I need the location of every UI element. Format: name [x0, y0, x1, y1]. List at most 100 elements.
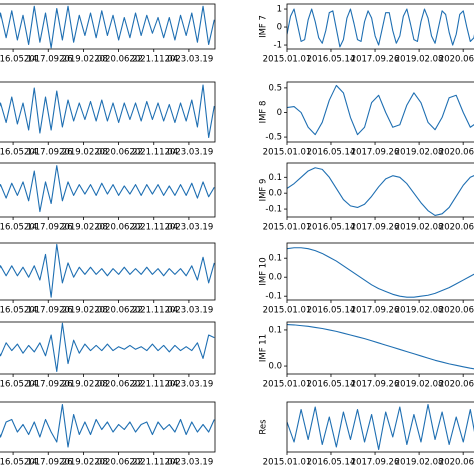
x-tick-label: 2020.06.22	[94, 148, 143, 158]
x-tick-label: 2019.02.08	[395, 306, 444, 316]
signal-line	[287, 247, 474, 298]
x-tick-label: 2023.03.19	[165, 380, 214, 390]
y-tick-label: 0	[277, 23, 282, 33]
x-tick-label: 2016.05.14	[0, 148, 37, 158]
x-tick-label: 2020.06.22	[94, 55, 143, 65]
x-tick-label: 2016.05.14	[0, 306, 37, 316]
x-tick-label: 2020.06.22	[94, 223, 143, 233]
x-tick-label: 2019.02.08	[59, 306, 108, 316]
panel: 2015.01.012016.05.142017.09.262019.02.08…	[259, 81, 474, 158]
x-tick-label: 2023.03.19	[165, 223, 214, 233]
x-tick-label: 2023.03.19	[165, 55, 214, 65]
plot-area	[287, 247, 474, 298]
y-axis-label: IMF 11	[259, 334, 269, 362]
y-tick-label: 0	[277, 108, 282, 118]
x-tick-label: 2020.06.22	[439, 55, 474, 65]
panel: 2015.01.012016.05.142017.09.262019.02.08…	[259, 3, 474, 65]
x-tick-label: 2020.06.22	[439, 148, 474, 158]
x-tick-label: 2023.03.19	[165, 306, 214, 316]
panel: 2015.01.012016.05.142017.09.262019.02.08…	[259, 242, 474, 316]
plot-area	[0, 403, 215, 448]
x-tick-label: 2015.01.01	[263, 148, 312, 158]
x-tick-label: 2017.09.26	[351, 223, 400, 233]
y-tick-label: 0.0	[268, 189, 282, 199]
axes-frame	[0, 321, 216, 375]
y-tick-label: 0.0	[268, 362, 282, 372]
x-tick-label: 2016.05.14	[307, 148, 356, 158]
signal-line	[0, 403, 215, 448]
x-tick-label: 2015.01.01	[263, 55, 312, 65]
axes-frame	[0, 3, 216, 50]
y-tick-label: 0.1	[268, 254, 282, 264]
axes-frame	[0, 81, 216, 143]
signal-line	[287, 323, 474, 370]
x-tick-label: 2021.11.04	[129, 380, 178, 390]
plot-area	[287, 323, 474, 370]
x-tick-label: 2016.05.14	[0, 458, 37, 468]
signal-line	[287, 403, 474, 451]
panel: 2015.01.012016.05.142017.09.262019.02.08…	[259, 401, 474, 468]
panel: 2016.05.142017.09.262019.02.082020.06.22…	[0, 321, 216, 390]
x-tick-label: 2015.01.01	[263, 306, 312, 316]
x-tick-label: 2017.09.26	[24, 306, 73, 316]
axes-frame	[0, 401, 216, 453]
signal-line	[0, 5, 215, 49]
panel: 2015.01.012016.05.142017.09.262019.02.08…	[259, 321, 474, 390]
panel: 2016.05.142017.09.262019.02.082020.06.22…	[0, 242, 216, 316]
plot-area	[0, 5, 215, 49]
x-tick-label: 2020.06.22	[439, 223, 474, 233]
y-axis-label: IMF 10	[259, 257, 269, 285]
x-tick-label: 2020.06.22	[94, 306, 143, 316]
x-tick-label: 2017.09.26	[24, 380, 73, 390]
plot-area	[0, 243, 215, 298]
x-tick-label: 2021.11.04	[129, 458, 178, 468]
axes-frame	[286, 321, 474, 375]
x-tick-label: 2019.02.08	[395, 458, 444, 468]
x-tick-label: 2016.05.14	[307, 55, 356, 65]
y-axis-label: IMF 9	[259, 179, 269, 202]
x-tick-label: 2020.06.22	[439, 306, 474, 316]
x-tick-label: 2017.09.26	[24, 223, 73, 233]
x-tick-label: 2017.09.26	[24, 458, 73, 468]
axes-frame	[286, 81, 474, 143]
x-tick-label: 2017.09.26	[351, 458, 400, 468]
axes-frame	[286, 3, 474, 50]
y-tick-label: -0.5	[265, 133, 282, 143]
y-tick-label: 1	[277, 5, 282, 15]
plot-area	[0, 165, 215, 213]
x-tick-label: 2019.02.08	[59, 458, 108, 468]
y-tick-label: 0.1	[268, 173, 282, 183]
x-tick-label: 2017.09.26	[351, 380, 400, 390]
axes-frame	[0, 162, 216, 218]
plot-area	[287, 167, 474, 216]
x-tick-label: 2019.02.08	[59, 380, 108, 390]
x-tick-label: 2016.05.14	[0, 380, 37, 390]
axes-frame	[0, 242, 216, 301]
y-tick-label: 0.1	[268, 325, 282, 335]
panel: 2016.05.142017.09.262019.02.082020.06.22…	[0, 401, 216, 468]
y-tick-label: -1	[274, 41, 282, 51]
y-axis-label: IMF 8	[259, 101, 269, 124]
signal-line	[287, 8, 474, 48]
x-tick-label: 2016.05.14	[0, 55, 37, 65]
x-tick-label: 2017.09.26	[24, 148, 73, 158]
plot-area	[287, 403, 474, 451]
x-tick-label: 2017.09.26	[351, 148, 400, 158]
x-tick-label: 2016.05.14	[307, 223, 356, 233]
panel: 2015.01.012016.05.142017.09.262019.02.08…	[259, 162, 474, 233]
x-tick-label: 2016.05.14	[0, 223, 37, 233]
y-tick-label: 0.5	[268, 83, 282, 93]
x-tick-label: 2017.09.26	[24, 55, 73, 65]
x-tick-label: 2020.06.22	[439, 458, 474, 468]
plot-area	[287, 84, 474, 136]
x-tick-label: 2019.02.08	[59, 148, 108, 158]
panel: 2016.05.142017.09.262019.02.082020.06.22…	[0, 3, 216, 65]
x-tick-label: 2016.05.14	[307, 306, 356, 316]
x-tick-label: 2021.11.04	[129, 55, 178, 65]
y-tick-label: 0.0	[268, 273, 282, 283]
signal-line	[0, 84, 215, 139]
x-tick-label: 2021.11.04	[129, 148, 178, 158]
x-tick-label: 2019.02.08	[395, 223, 444, 233]
panel: 2016.05.142017.09.262019.02.082020.06.22…	[0, 162, 216, 233]
